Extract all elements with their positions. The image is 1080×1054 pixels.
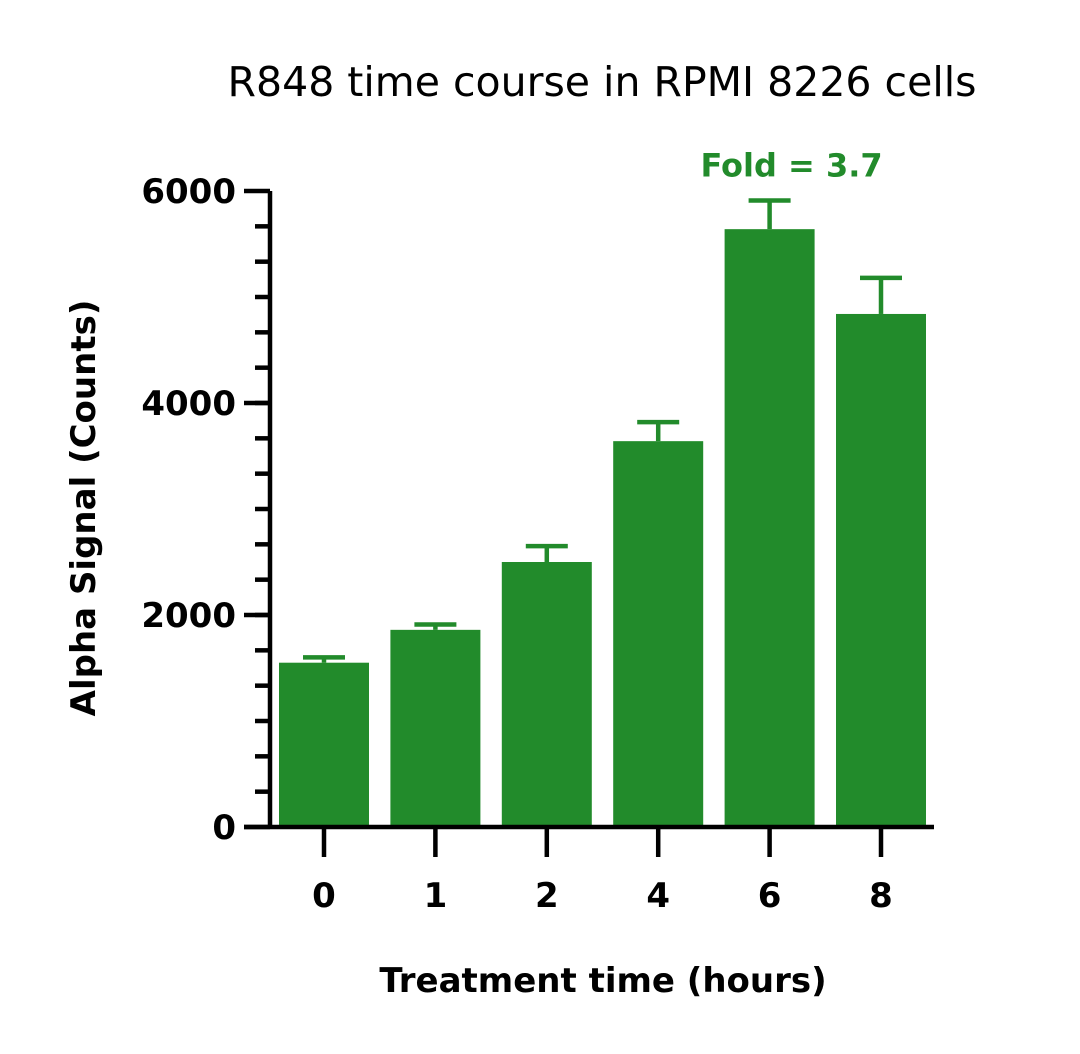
fold-annotation: Fold = 3.7 [700,147,882,185]
y-axis-label: Alpha Signal (Counts) [64,300,104,717]
bar-8 [836,313,926,828]
y-tick-label-6000: 6000 [141,172,236,212]
annotations-layer: Fold = 3.7 [700,147,882,185]
x-tick-label-6: 6 [758,876,782,916]
x-tick-label-8: 8 [869,876,893,916]
x-tick-label-4: 4 [646,876,670,916]
bar-2 [501,562,592,827]
chart-title: R848 time course in RPMI 8226 cells [228,58,977,106]
error-bars-layer [303,198,902,663]
x-tick-label-1: 1 [424,876,448,916]
x-tick-label-2: 2 [535,876,559,916]
y-tick-label-2000: 2000 [141,596,236,636]
y-tick-label-4000: 4000 [141,384,236,424]
bar-1 [390,629,481,827]
bar-0 [279,662,369,827]
x-axis-label: Treatment time (hours) [379,961,826,1001]
bar-6 [724,229,815,827]
axes-layer: 0 1 2 4 6 8 0 2000 4000 6000 [141,172,934,916]
bar-4 [613,441,704,827]
y-tick-label-0: 0 [212,808,236,848]
x-tick-label-0: 0 [312,876,336,916]
bars-layer [279,229,926,828]
